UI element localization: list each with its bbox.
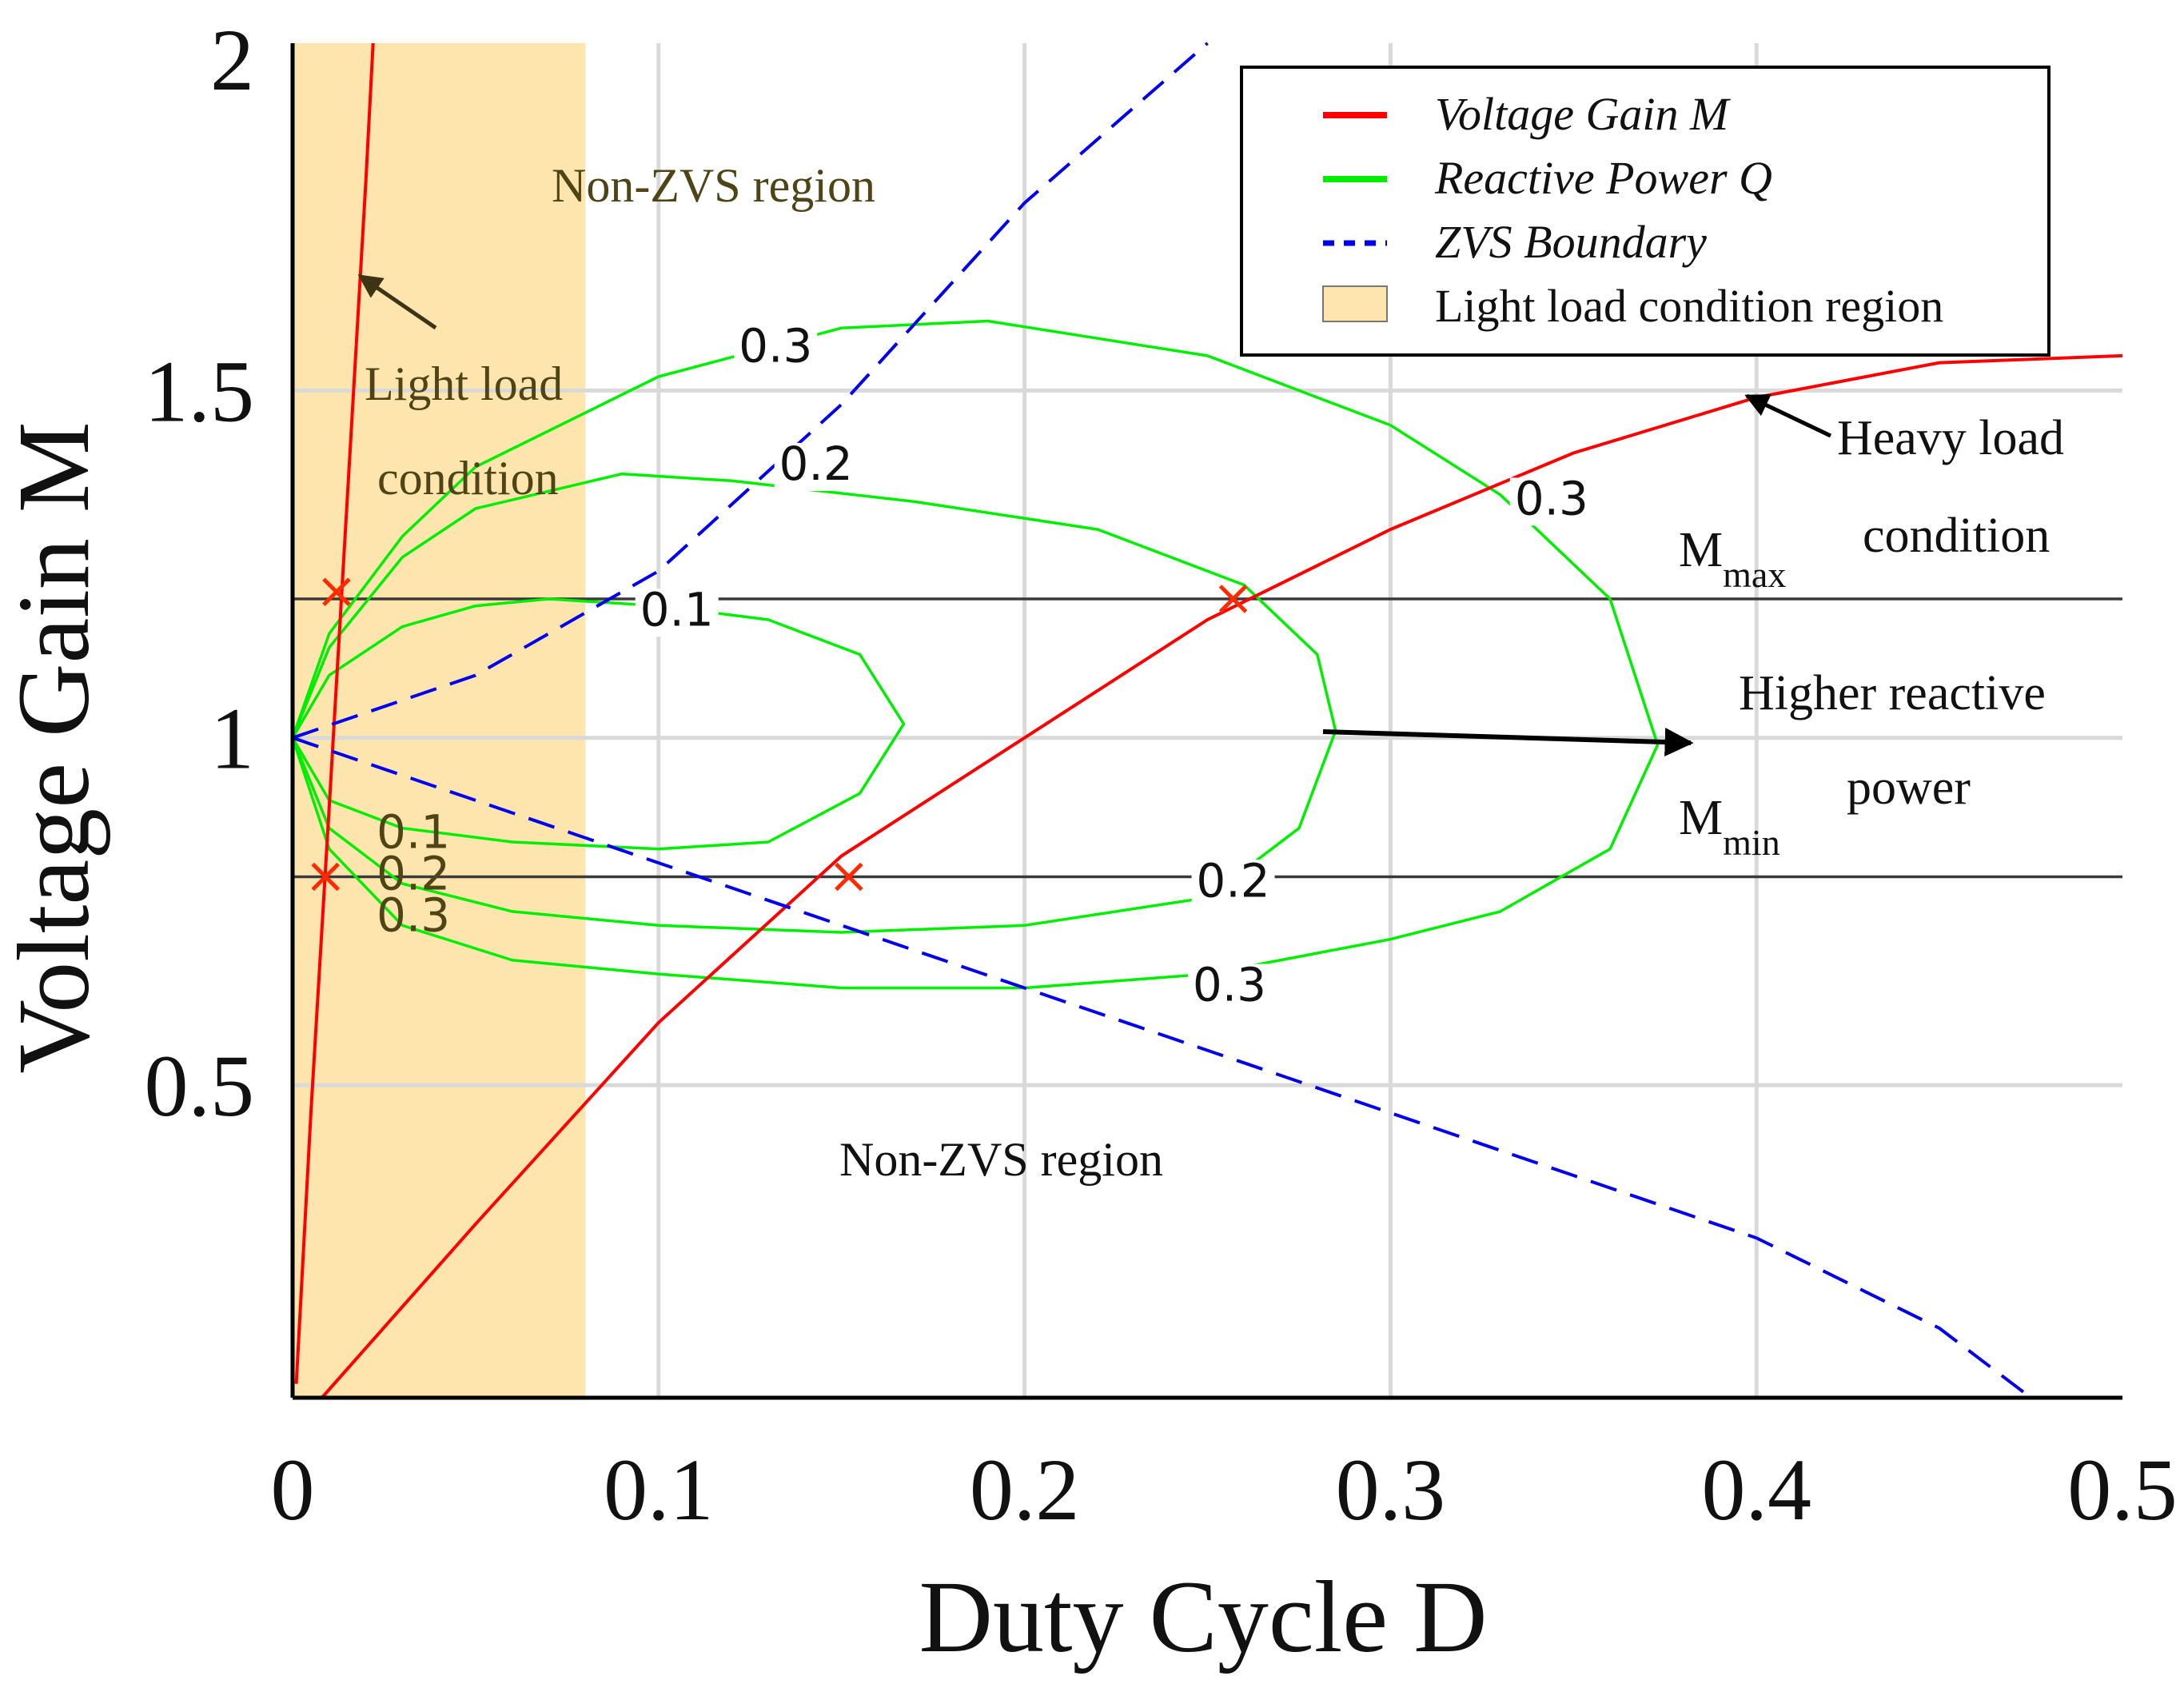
m-min-main: M: [1679, 791, 1723, 845]
zvs-boundary-curve-1: [292, 736, 2032, 1399]
x-tick-label: 0.5: [2067, 1441, 2178, 1538]
contour-label: 0.3: [739, 318, 812, 373]
intersection-marker: [1218, 585, 1248, 613]
zvs-boundary-curve-2: [292, 42, 1209, 740]
contour-label-bg: [635, 589, 719, 637]
y-tick-label: 0.5: [145, 1037, 255, 1135]
heavy-load-label-line2: condition: [1863, 509, 2050, 563]
non-zvs-region-bottom-label: Non-ZVS region: [839, 1133, 1163, 1186]
y-axis-title: Voltage Gain M: [0, 421, 110, 1073]
voltage-gain-m-curve-1: [294, 42, 375, 1384]
legend: Voltage Gain M Reactive Power Q ZVS Boun…: [1240, 66, 2050, 357]
contour-label: 0.3: [1515, 471, 1588, 525]
light-load-arrow: [357, 273, 437, 330]
x-tick-label: 0.3: [1336, 1441, 1446, 1538]
x-tick-label: 0.4: [1701, 1441, 1811, 1538]
m-max-label: Mmax: [1679, 523, 1786, 595]
light-load-region-fill: [293, 43, 586, 1398]
light-load-label-line1: Light load: [365, 357, 563, 410]
higher-reactive-label-line2: power: [1847, 760, 1971, 815]
m-max-main: M: [1679, 523, 1723, 577]
legend-label-reactive-power: Reactive Power Q: [1434, 152, 1772, 204]
intersection-marker: [322, 577, 351, 607]
data-series: [292, 42, 2123, 1399]
contour-label: 0.1: [377, 804, 450, 859]
contour-label-bg: [1187, 964, 1271, 1012]
heavy-load-label-line1: Heavy load: [1837, 411, 2064, 465]
q-contour-0.1: [291, 597, 906, 851]
q-contour-0.2: [291, 472, 1337, 934]
y-tick-label: 1: [210, 690, 254, 788]
x-tick-label: 0.2: [970, 1441, 1080, 1538]
tick-labels: 0 0.1 0.2 0.3 0.4 0.50.511.52: [145, 11, 2178, 1538]
contour-label: 0.3: [1193, 958, 1266, 1012]
contour-label-bg: [734, 325, 818, 373]
m-min-label: Mmin: [1679, 791, 1780, 863]
intersection-marker: [311, 862, 340, 892]
legend-swatch-light-load: [1322, 285, 1388, 322]
x-axis-title: Duty Cycle D: [919, 1560, 1488, 1674]
x-tick-label: 0.1: [604, 1441, 714, 1538]
contour-label: 0.2: [1196, 853, 1269, 908]
m-min-sub: min: [1723, 822, 1780, 863]
y-tick-label: 1.5: [145, 342, 255, 440]
legend-label-zvs-boundary: ZVS Boundary: [1435, 216, 1707, 268]
legend-label-voltage-gain: Voltage Gain M: [1435, 88, 1731, 140]
contour-label: 0.1: [640, 582, 714, 636]
y-tick-label: 2: [210, 11, 254, 109]
x-tick-label: 0: [271, 1441, 315, 1538]
legend-label-light-load: Light load condition region: [1435, 280, 1943, 332]
contour-label-bg: [774, 442, 858, 491]
higher-reactive-label-line1: Higher reactive: [1739, 666, 2046, 720]
intersection-markers: [311, 577, 1248, 892]
reactive-power-contours: [291, 319, 1660, 990]
non-zvs-region-top-label: Non-ZVS region: [552, 159, 875, 212]
heavy-load-arrow: [1744, 393, 1832, 438]
contour-label: 0.2: [779, 437, 853, 491]
light-load-region: [293, 43, 586, 1398]
contour-label: 0.2: [377, 847, 450, 901]
m-max-sub: max: [1723, 554, 1786, 595]
contour-label: 0.3: [377, 888, 450, 943]
light-load-label-line2: condition: [377, 452, 559, 505]
higher-reactive-arrow: [1322, 728, 1694, 757]
axes: [290, 43, 2122, 1400]
contour-labels: 0.30.20.10.10.20.30.20.30.3: [377, 318, 1593, 1012]
q-contour-0.3: [291, 319, 1660, 990]
contour-label-bg: [1191, 860, 1275, 908]
voltage-gain-m-curve-2: [321, 353, 2123, 1399]
intersection-marker: [835, 862, 863, 892]
contour-label-bg: [1509, 477, 1593, 526]
